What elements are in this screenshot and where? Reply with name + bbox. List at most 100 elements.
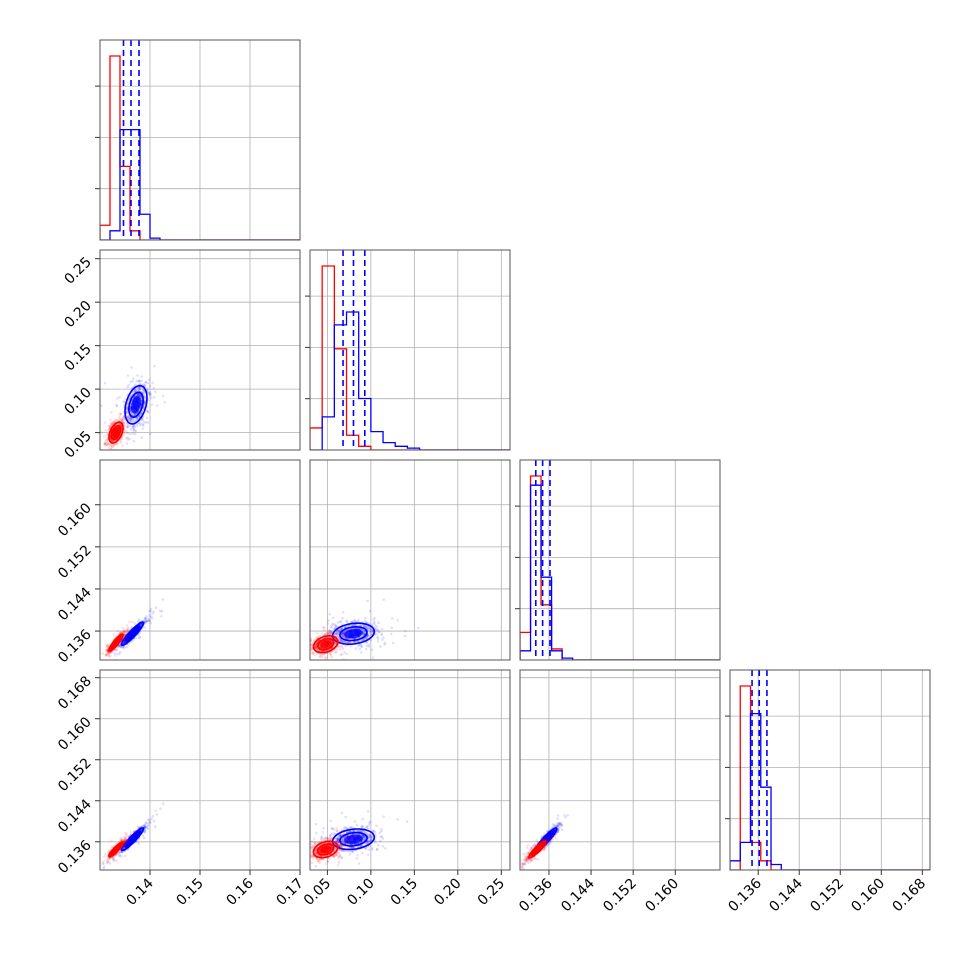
sample-point (363, 625, 366, 628)
sample-point (131, 425, 134, 429)
sample-point (124, 839, 128, 842)
sample-point (367, 645, 371, 648)
sample-point (124, 836, 127, 839)
sample-point (119, 412, 122, 416)
sample-point (133, 424, 136, 428)
sample-point (365, 637, 368, 640)
sample-point (339, 653, 343, 657)
sample-point (106, 860, 110, 864)
histogram-red (520, 475, 720, 660)
sample-point (125, 411, 129, 414)
sample-point (159, 807, 162, 811)
density-core-blue (131, 396, 141, 414)
sample-point (343, 625, 347, 629)
sample-point (365, 635, 369, 638)
sample-point (101, 862, 104, 866)
sample-point (346, 624, 350, 628)
sample-point (129, 419, 133, 423)
scatter-panel-1-4 (100, 670, 300, 870)
sample-point (148, 432, 152, 436)
scatter-panel-2-3 (310, 460, 510, 660)
sample-point (331, 623, 334, 626)
sample-point (113, 654, 117, 657)
sample-point (123, 839, 126, 843)
sample-point (335, 632, 339, 635)
sample-point (142, 420, 146, 424)
sample-point (138, 379, 142, 382)
sample-point (367, 628, 370, 631)
sample-point (366, 627, 369, 630)
sample-point (146, 409, 149, 413)
sample-point (141, 423, 145, 426)
sample-point (335, 634, 339, 638)
sample-point (347, 641, 351, 644)
sample-point (368, 633, 372, 637)
sample-point (344, 644, 347, 647)
sample-point (129, 417, 132, 420)
sample-point (131, 418, 134, 422)
sample-point (323, 633, 326, 636)
sample-point (108, 651, 112, 654)
sample-point (125, 426, 129, 429)
sample-point (124, 429, 128, 433)
sample-point (360, 645, 364, 648)
sample-point (149, 607, 153, 611)
sample-point (133, 419, 137, 422)
sample-point (335, 630, 339, 633)
sample-point (123, 838, 126, 842)
sample-point (163, 401, 166, 404)
sample-point (115, 648, 119, 652)
sample-point (120, 441, 123, 444)
sample-point (138, 386, 141, 390)
sample-point (106, 644, 109, 648)
sample-point (380, 633, 384, 637)
sample-point (126, 839, 130, 843)
sample-point (334, 624, 338, 628)
sample-point (102, 862, 105, 865)
sample-point (383, 641, 387, 645)
histogram-panel-3 (520, 460, 720, 660)
sample-point (108, 651, 112, 654)
sample-point (141, 834, 145, 838)
sample-point (120, 419, 124, 423)
sample-point (137, 636, 141, 639)
sample-point (111, 856, 115, 859)
sample-point (110, 839, 113, 842)
sample-point (126, 438, 130, 442)
sample-point (339, 639, 343, 642)
sample-point (375, 633, 378, 636)
sample-point (111, 845, 115, 849)
sample-point (336, 630, 339, 633)
sample-point (126, 626, 130, 630)
sample-point (129, 418, 133, 422)
sample-point (148, 393, 151, 396)
sample-point (335, 632, 338, 635)
sample-point (119, 413, 122, 416)
sample-point (365, 636, 369, 640)
sample-point (125, 630, 129, 633)
sample-point (351, 620, 355, 623)
sample-point (115, 397, 119, 400)
sample-point (123, 841, 126, 844)
sample-point (144, 617, 148, 620)
sample-point (111, 421, 115, 425)
sample-point (125, 841, 129, 845)
sample-point (132, 419, 135, 422)
sample-point (147, 619, 150, 623)
sample-point (375, 628, 379, 631)
sample-point (143, 825, 147, 828)
sample-point (146, 381, 150, 385)
sample-point (106, 651, 110, 655)
density-core-red (112, 427, 120, 438)
sample-point (105, 861, 109, 865)
sample-point (110, 445, 114, 448)
sample-point (138, 394, 142, 398)
sample-point (119, 645, 123, 649)
density-core-red (112, 846, 120, 853)
sample-point (364, 636, 368, 640)
histogram-red (100, 55, 300, 240)
sample-point (130, 620, 134, 623)
sample-point (135, 424, 139, 428)
sample-point (131, 409, 134, 413)
sample-point (149, 821, 152, 825)
